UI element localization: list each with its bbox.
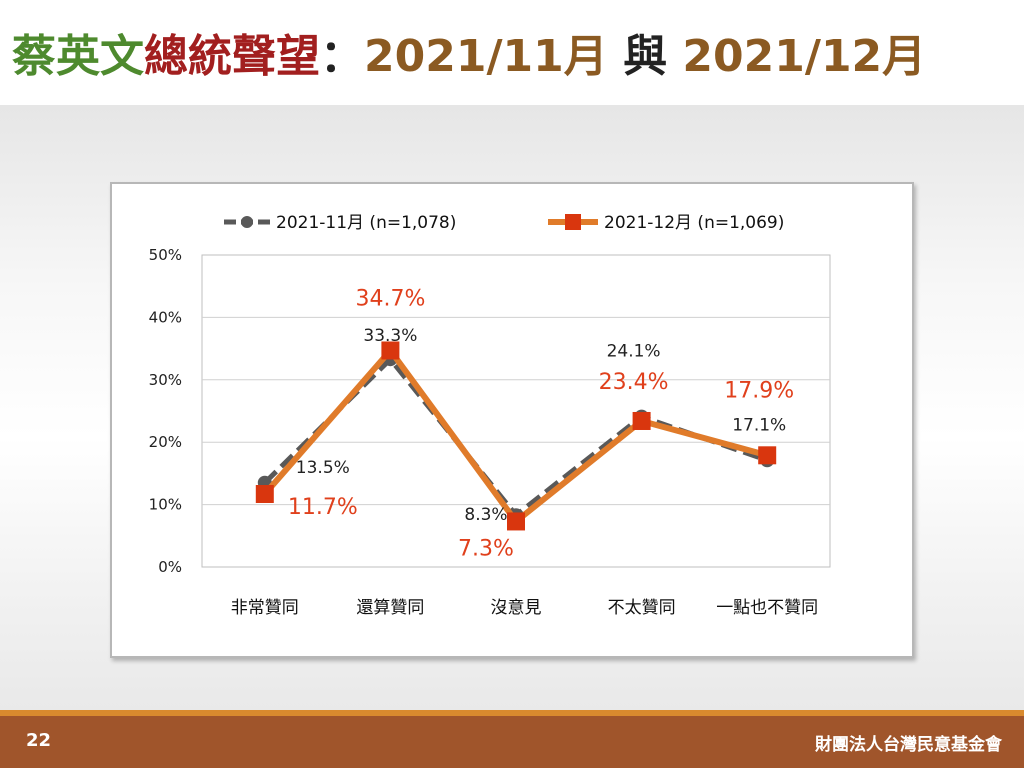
- x-category-label: 不太贊同: [608, 598, 676, 618]
- title-part-name: 蔡英文: [12, 31, 144, 82]
- organization-name: 財團法人台灣民意基金會: [815, 735, 1002, 755]
- series-point-2021-12: [632, 411, 651, 430]
- page-number: 22: [26, 730, 52, 751]
- page-title: 蔡英文總統聲望：2021/11月 與 2021/12月: [12, 22, 926, 92]
- footer-bar: 22 財團法人台灣民意基金會: [0, 716, 1024, 768]
- data-label-2021-12: 11.7%: [288, 495, 358, 520]
- line-chart: 0% 10% 20% 30% 40% 50% 非常贊同 還算贊同 沒意見 不太贊同 一點也不贊同 13…: [149, 213, 831, 618]
- y-tick-label: 10%: [149, 496, 182, 514]
- title-part-topic: 總統聲望: [144, 31, 320, 82]
- plot-area: [201, 254, 831, 568]
- series-point-2021-12: [507, 512, 525, 531]
- title-conjunction: 與: [607, 31, 683, 82]
- x-category-label: 一點也不贊同: [716, 598, 818, 618]
- x-category-label: 非常贊同: [231, 598, 299, 618]
- data-label-2021-11: 13.5%: [296, 458, 350, 478]
- series-point-2021-12: [758, 446, 777, 465]
- legend-label-2021-11: 2021-11月 (n=1,078): [276, 213, 456, 233]
- series-point-2021-12: [381, 341, 400, 360]
- x-category-label: 還算贊同: [356, 598, 424, 618]
- chart-frame: 0% 10% 20% 30% 40% 50% 非常贊同 還算贊同 沒意見 不太贊同 一點也不贊同 13…: [110, 182, 914, 658]
- data-label-2021-11: 17.1%: [732, 415, 786, 435]
- data-label-2021-12: 17.9%: [724, 378, 794, 403]
- data-label-2021-11: 33.3%: [363, 326, 417, 346]
- data-label-2021-12: 34.7%: [355, 286, 425, 311]
- footer-divider: [0, 710, 1024, 716]
- y-tick-label: 40%: [149, 308, 182, 326]
- data-label-2021-12: 23.4%: [599, 370, 669, 395]
- x-category-label: 沒意見: [491, 598, 542, 618]
- y-tick-label: 30%: [149, 371, 182, 389]
- legend-swatch-marker-2021-11: [241, 216, 253, 228]
- y-tick-label: 0%: [158, 558, 182, 576]
- legend-swatch-marker-2021-12: [565, 214, 581, 230]
- title-period-2: 2021/12月: [682, 31, 927, 82]
- series-point-2021-12: [255, 484, 274, 503]
- data-label-2021-11: 8.3%: [464, 505, 507, 525]
- title-separator: ：: [320, 31, 364, 82]
- legend-label-2021-12: 2021-12月 (n=1,069): [604, 213, 784, 233]
- y-tick-label: 50%: [149, 246, 182, 264]
- y-tick-label: 20%: [149, 433, 182, 451]
- title-period-1: 2021/11月: [364, 31, 608, 82]
- data-label-2021-11: 24.1%: [607, 342, 661, 362]
- data-label-2021-12: 7.3%: [458, 536, 514, 561]
